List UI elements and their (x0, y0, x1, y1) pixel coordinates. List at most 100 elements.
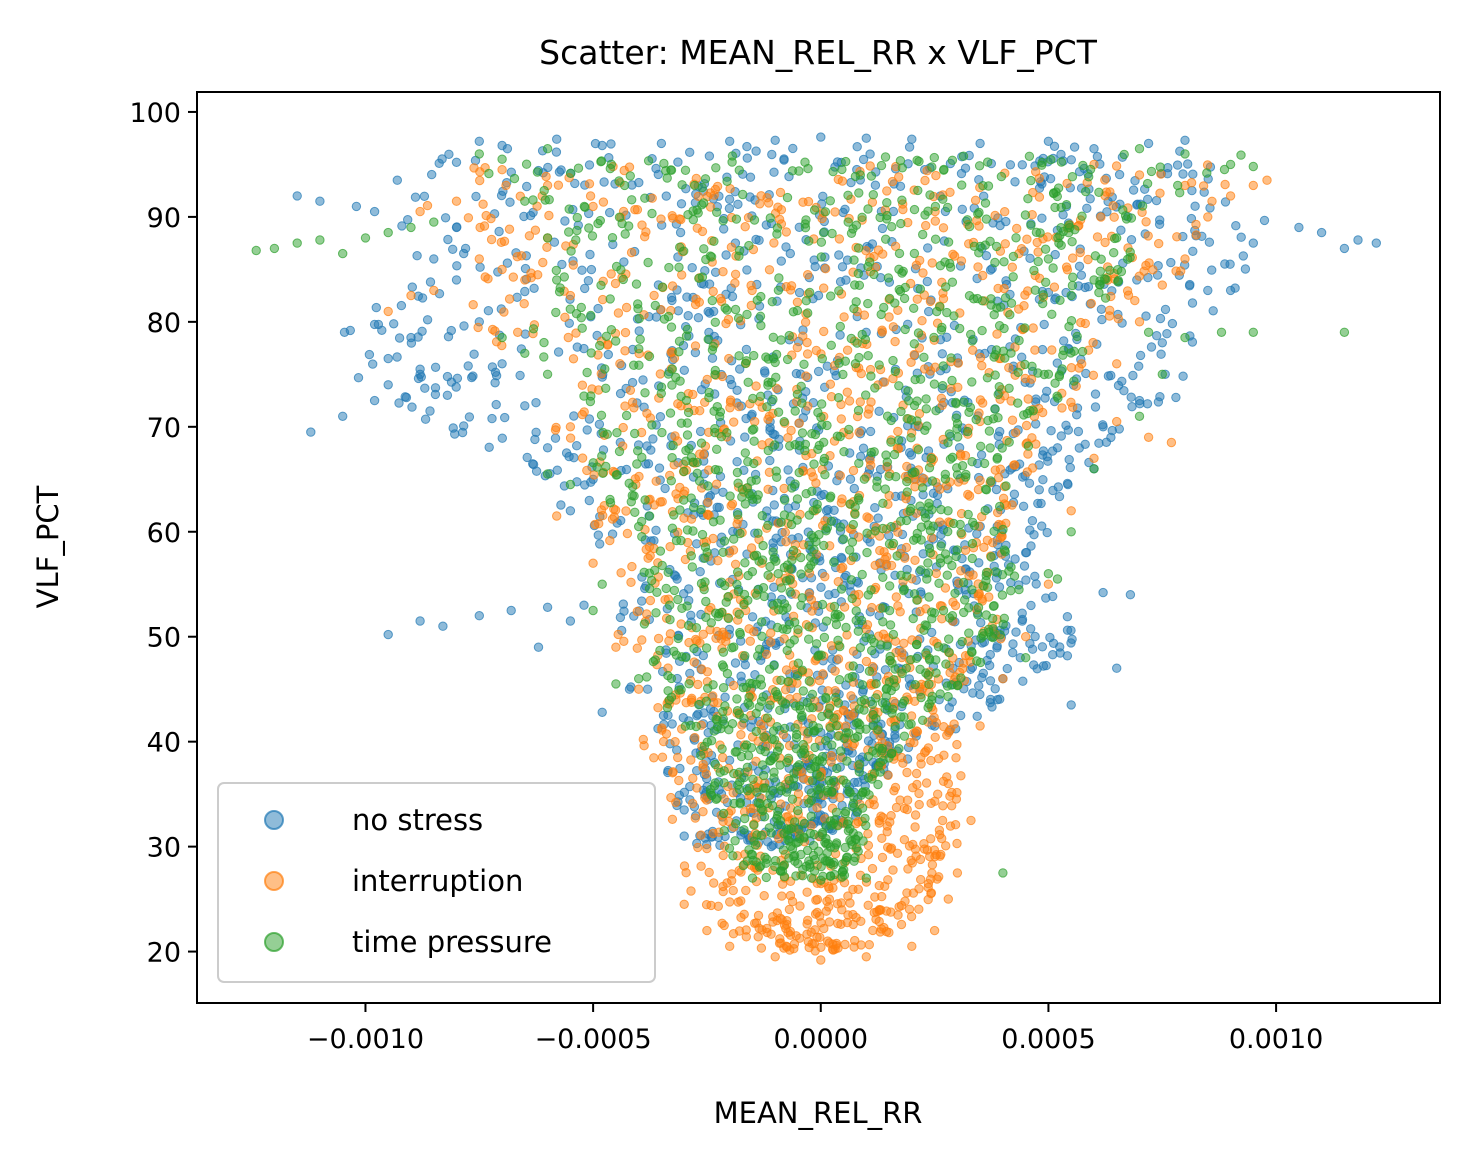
x-axis-label: MEAN_REL_RR (714, 1096, 923, 1130)
data-point (739, 825, 749, 835)
data-point (910, 680, 920, 690)
data-point (1203, 285, 1213, 296)
data-point (742, 856, 752, 866)
data-point (519, 299, 529, 309)
data-point (683, 620, 694, 631)
data-point (586, 310, 596, 321)
data-point (971, 414, 981, 425)
data-point (814, 675, 825, 686)
data-point (942, 202, 953, 213)
data-point (989, 526, 999, 536)
data-point (1047, 309, 1057, 319)
data-point (700, 577, 710, 587)
data-point (430, 362, 441, 372)
data-point (572, 225, 582, 236)
data-point (833, 918, 843, 929)
data-point (874, 406, 884, 416)
data-point (734, 165, 744, 175)
data-point (877, 852, 888, 863)
data-point (1052, 358, 1063, 368)
data-point (999, 283, 1009, 294)
data-point (873, 513, 883, 523)
data-point (835, 321, 845, 332)
data-point (1009, 489, 1020, 499)
data-point (1066, 155, 1077, 165)
data-point (966, 815, 976, 826)
data-point (698, 450, 709, 460)
data-point (735, 629, 745, 640)
data-point (896, 406, 906, 417)
data-point (1112, 359, 1122, 369)
data-point (718, 850, 728, 861)
data-point (869, 269, 879, 280)
data-point (853, 405, 864, 416)
data-point (990, 567, 1001, 577)
data-point (772, 472, 782, 482)
data-point (635, 334, 645, 344)
data-point (749, 436, 759, 446)
data-point (919, 364, 930, 374)
data-point (894, 744, 904, 754)
data-point (891, 472, 901, 482)
data-point (747, 678, 757, 689)
data-point (669, 646, 679, 656)
data-point (725, 136, 735, 147)
data-point (994, 582, 1005, 592)
x-tick-label: −0.0005 (535, 1024, 652, 1055)
data-point (742, 762, 753, 772)
data-point (651, 476, 661, 486)
data-point (1001, 216, 1011, 227)
legend-label: interruption (352, 864, 523, 898)
data-point (451, 157, 462, 168)
data-point (984, 426, 995, 436)
data-point (315, 196, 325, 206)
data-point (886, 748, 897, 759)
data-point (846, 575, 857, 585)
data-point (867, 699, 878, 709)
data-point (1013, 398, 1023, 408)
data-point (788, 143, 798, 154)
data-point (944, 634, 954, 644)
data-point (897, 268, 907, 278)
data-point (805, 703, 815, 713)
data-point (826, 291, 836, 301)
data-point (741, 344, 752, 355)
data-point (1113, 314, 1124, 324)
data-point (415, 369, 425, 379)
data-point (745, 636, 755, 646)
data-point (736, 751, 747, 762)
data-point (440, 213, 451, 223)
data-point (755, 391, 766, 401)
data-point (740, 358, 751, 369)
data-point (955, 519, 965, 530)
data-point (760, 783, 771, 793)
data-point (692, 468, 702, 478)
data-point (897, 668, 907, 679)
data-point (933, 789, 943, 799)
data-point (843, 910, 853, 920)
data-point (1011, 233, 1021, 243)
data-point (855, 643, 865, 653)
data-point (675, 482, 685, 493)
data-point (756, 320, 766, 331)
data-point (798, 864, 808, 874)
data-point (953, 432, 963, 442)
data-point (947, 375, 957, 386)
data-point (785, 575, 795, 585)
data-point (755, 199, 765, 209)
data-point (685, 147, 695, 158)
data-point (816, 955, 826, 965)
data-point (677, 180, 687, 190)
data-point (1155, 162, 1166, 172)
data-point (989, 601, 999, 611)
data-point (615, 388, 626, 399)
data-point (676, 418, 687, 428)
data-point (1208, 306, 1218, 316)
data-point (542, 443, 553, 453)
data-point (369, 395, 380, 406)
data-point (1054, 238, 1064, 248)
data-point (490, 326, 500, 336)
data-point (584, 495, 594, 506)
data-point (539, 352, 549, 362)
data-point (1172, 232, 1182, 242)
